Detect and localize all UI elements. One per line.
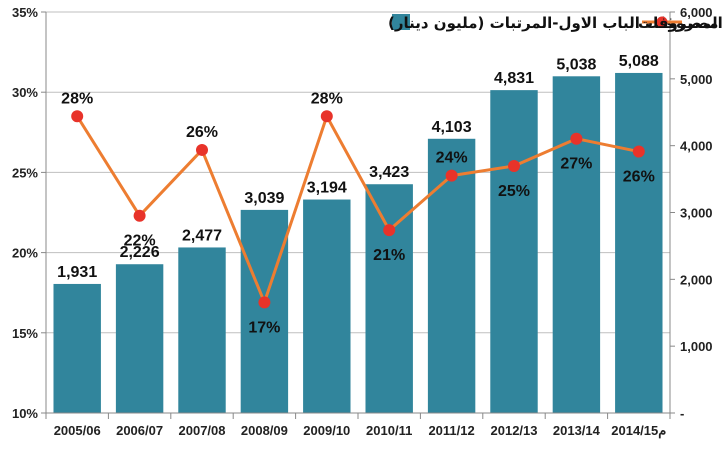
percentage-line xyxy=(71,110,645,309)
x-tick-label: 2007/08 xyxy=(179,423,226,438)
bar-value-label: 3,039 xyxy=(244,190,284,207)
line-marker xyxy=(383,224,396,237)
line-marker xyxy=(133,209,146,222)
y-right-tick-label: 2,000 xyxy=(680,272,713,287)
legend-label-bars: مصروفات الباب الاول-المرتبات (مليون دينا… xyxy=(388,14,718,32)
bar xyxy=(240,209,289,413)
legend-swatch-bars xyxy=(392,14,410,30)
legend-label-line: النسبة من جملة المصروفات xyxy=(638,14,726,32)
x-tick-label: 2005/06 xyxy=(54,423,101,438)
y-right-tick-label: 3,000 xyxy=(680,206,713,221)
percentage-label: 26% xyxy=(623,169,655,186)
bar-value-label: 1,931 xyxy=(57,264,97,281)
y-right-tick-label: 1,000 xyxy=(680,339,713,354)
bar xyxy=(178,247,226,413)
percentage-label: 25% xyxy=(498,183,530,200)
y-left-tick-label: 30% xyxy=(12,85,38,100)
x-tick-label: 2006/07 xyxy=(116,423,163,438)
bar xyxy=(115,264,164,413)
bar-value-label: 3,194 xyxy=(307,180,347,197)
y-left-tick-label: 10% xyxy=(12,406,38,421)
x-tick-label: 2011/12 xyxy=(428,423,474,438)
bar xyxy=(303,199,351,413)
legend-marker-sample xyxy=(656,16,668,28)
bar-value-label: 2,226 xyxy=(120,244,160,261)
y-left-tick-label: 25% xyxy=(12,165,38,180)
line-marker xyxy=(570,132,583,145)
percentage-label: 22% xyxy=(124,233,156,250)
y-right-tick-label: 6,000 xyxy=(680,5,713,20)
bar-value-label: 4,103 xyxy=(432,119,472,136)
data-labels: 1,931 2,226 2,477 3,039 3,194 3,423 4,103 4,831… xyxy=(57,53,659,336)
bar-value-label: 3,423 xyxy=(369,164,409,181)
y-right-tick-label: 5,000 xyxy=(680,72,713,87)
bars xyxy=(53,72,663,414)
percentage-label: 27% xyxy=(560,156,592,173)
line-marker xyxy=(258,296,271,309)
bar-value-label: 5,088 xyxy=(619,53,659,70)
y-left-tick-label: 15% xyxy=(12,326,38,341)
bar-value-label: 4,831 xyxy=(494,70,534,87)
x-tick-label: 2014/15م xyxy=(611,423,666,439)
bar xyxy=(490,90,538,413)
x-tick-label: 2013/14 xyxy=(553,423,601,438)
percentage-line-path xyxy=(75,114,640,304)
percentage-label: 26% xyxy=(186,124,218,141)
x-tick-label: 2010/11 xyxy=(366,423,412,438)
bar xyxy=(365,184,413,413)
bar-value-label: 2,477 xyxy=(182,227,222,244)
percentage-label: 17% xyxy=(248,319,280,336)
x-tick-label: 2008/09 xyxy=(241,423,288,438)
bar xyxy=(427,138,476,413)
line-marker xyxy=(71,110,84,123)
x-tick-label: 2009/10 xyxy=(303,423,350,438)
bar xyxy=(615,72,663,414)
line-marker xyxy=(196,143,208,156)
line-marker xyxy=(320,110,333,123)
y-right-tick-label: 4,000 xyxy=(680,139,713,154)
percentage-label: 28% xyxy=(61,90,93,107)
y-left-tick-label: 20% xyxy=(12,246,38,261)
bar xyxy=(552,76,601,413)
y-left-tick-label: 35% xyxy=(12,5,38,20)
percentage-label: 21% xyxy=(373,247,405,264)
bar-value-label: 5,038 xyxy=(556,56,596,73)
percentage-label: 28% xyxy=(311,90,343,107)
percentage-label: 24% xyxy=(436,150,468,167)
y-right-tick-label: - xyxy=(680,406,684,421)
bar xyxy=(53,283,101,413)
legend: مصروفات الباب الاول-المرتبات (مليون دينا… xyxy=(388,14,726,32)
line-marker xyxy=(445,169,458,182)
axes: 2005/06 2006/07 2007/08 2008/09 2009/10 2010/… xyxy=(12,5,713,439)
x-tick-label: 2012/13 xyxy=(491,423,538,438)
line-marker xyxy=(632,145,645,158)
line-marker xyxy=(508,159,520,172)
